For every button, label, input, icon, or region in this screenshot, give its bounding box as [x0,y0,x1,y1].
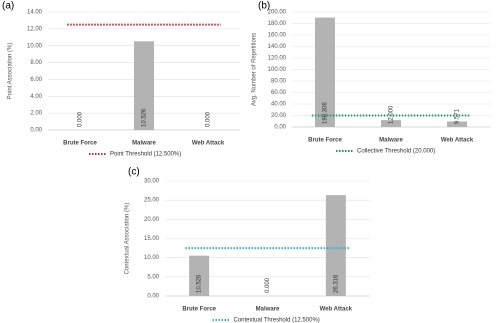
y-tick-label: 2.00 [30,111,42,117]
legend-label: Point Threshold (12.500%) [110,152,181,158]
y-axis-label: Contextual Association (%) [125,203,131,275]
x-tick-label: Web Attack [441,138,474,144]
bar [134,41,154,131]
y-tick-label: 40.00 [271,102,287,108]
value-label: 10.526 [142,108,148,127]
y-tick-label: 12.00 [27,26,43,32]
y-tick-label: 120.00 [268,56,287,62]
y-axis-label: Avg. Number of Repetitions [252,33,258,106]
x-tick-label: Brute Force [308,138,342,144]
y-tick-label: 14.00 [27,10,43,16]
bar [315,17,335,127]
x-tick-label: Malware [132,141,156,147]
bar [381,120,401,127]
legend-label: Contextual Threshold (12.500%) [234,318,320,323]
value-label: 0.000 [206,111,212,127]
y-tick-label: 25.00 [144,198,160,204]
value-label: 0.000 [265,277,271,293]
panel-label: (b) [258,1,270,12]
y-tick-label: 6.00 [30,77,42,83]
y-tick-label: 100.00 [268,67,287,73]
y-tick-label: 140.00 [268,44,287,50]
y-tick-label: 160.00 [268,33,287,39]
y-tick-label: 60.00 [271,90,287,96]
bar [189,255,210,296]
y-tick-label: 30.00 [144,179,160,185]
value-label: 0.000 [78,111,84,127]
bar [325,195,346,296]
panel-label: (a) [2,1,14,12]
y-tick-label: 0.00 [147,294,159,300]
y-tick-label: 20.00 [144,217,160,223]
y-tick-label: 20.00 [271,113,287,119]
bar [447,121,467,127]
y-tick-label: 0.00 [30,128,42,134]
value-label: 26.316 [333,274,339,293]
x-tick-label: Malware [256,307,280,313]
value-label: 12.000 [389,105,395,124]
y-tick-label: 80.00 [271,79,287,85]
value-label: 190.306 [323,102,329,124]
legend-label: Collective Threshold (20.000) [357,149,435,155]
x-tick-label: Brute Force [182,307,216,313]
y-tick-label: 10.00 [144,255,160,261]
value-label: 9.571 [455,108,461,124]
y-tick-label: 200.00 [268,10,287,16]
y-tick-label: 15.00 [144,236,160,242]
x-tick-label: Malware [379,138,403,144]
x-tick-label: Web Attack [320,307,353,313]
x-tick-label: Brute Force [63,141,97,147]
y-tick-label: 4.00 [30,94,42,100]
y-tick-label: 5.00 [147,274,159,280]
y-axis-label: Point Association (%) [8,43,14,100]
y-tick-label: 0.00 [274,125,286,131]
y-tick-label: 180.00 [268,21,287,27]
x-tick-label: Web Attack [192,141,225,147]
y-tick-label: 8.00 [30,60,42,66]
value-label: 10.526 [197,274,203,293]
y-tick-label: 10.00 [27,43,43,49]
panel-label: (c) [128,167,140,178]
